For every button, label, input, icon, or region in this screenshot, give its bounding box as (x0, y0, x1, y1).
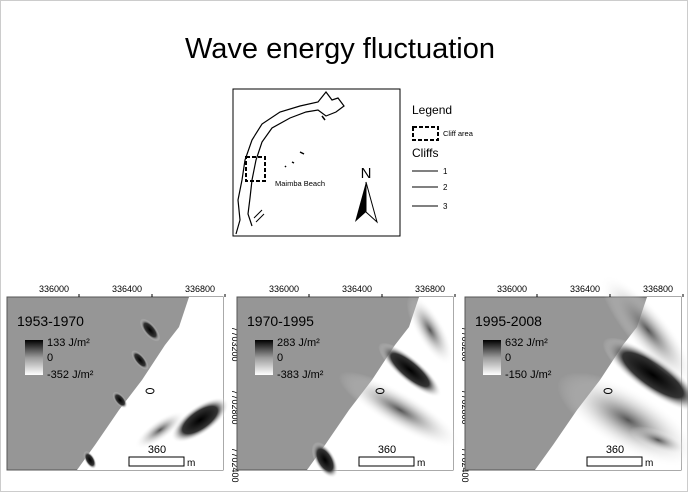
ramp-label: 0 (47, 352, 53, 364)
ramp-label: -150 J/m² (505, 369, 552, 381)
map-panel: 1995-2008 632 J/m² 0 -150 J/m² 360 m 336000 336… (465, 264, 688, 486)
x-tick-label: 336400 (112, 284, 142, 294)
scale-label: 360 (378, 444, 396, 456)
period-label: 1970-1995 (247, 313, 314, 329)
ramp-label: 133 J/m² (47, 337, 90, 349)
x-tick-label: 336400 (570, 284, 600, 294)
scale-unit: m (645, 458, 653, 469)
legend-title: Cliffs (412, 146, 438, 160)
ramp-label: 0 (505, 352, 511, 364)
color-ramp (255, 340, 273, 375)
map-panel: 1953-1970 133 J/m² 0 -352 J/m² 360 m 336000 336… (7, 284, 240, 483)
ramp-label: 283 J/m² (277, 337, 320, 349)
legend-title: Legend (412, 103, 452, 117)
map-panel: 1970-1995 283 J/m² 0 -383 J/m² 360 m 336000 336… (237, 284, 470, 483)
color-ramp (25, 340, 43, 375)
legend-item: Cliff area (443, 129, 474, 138)
scale-unit: m (417, 458, 425, 469)
scale-bar (359, 457, 414, 466)
x-tick-label: 336800 (643, 284, 673, 294)
legend-item: 1 (443, 167, 448, 176)
period-label: 1953-1970 (17, 313, 84, 329)
scale-bar (587, 457, 642, 466)
x-tick-label: 336000 (39, 284, 69, 294)
scale-unit: m (187, 458, 195, 469)
scale-label: 360 (606, 444, 624, 456)
ramp-label: -352 J/m² (47, 369, 94, 381)
legend-item: 2 (443, 183, 448, 192)
x-tick-label: 336800 (185, 284, 215, 294)
ramp-label: 0 (277, 352, 283, 364)
scale-bar (129, 457, 184, 466)
period-label: 1995-2008 (475, 313, 542, 329)
x-tick-label: 336800 (415, 284, 445, 294)
title: Wave energy fluctuation (185, 33, 495, 65)
legend-item: 3 (443, 202, 448, 211)
color-ramp (483, 340, 501, 375)
ramp-label: -383 J/m² (277, 369, 324, 381)
x-tick-label: 336400 (342, 284, 372, 294)
scale-label: 360 (148, 444, 166, 456)
place-label: Maimba Beach (275, 179, 325, 188)
figure: Wave energy fluctuation Maimba Beach N L… (0, 0, 688, 492)
x-tick-label: 336000 (269, 284, 299, 294)
ramp-label: 632 J/m² (505, 337, 548, 349)
x-tick-label: 336000 (497, 284, 527, 294)
inset-map: Maimba Beach N (233, 89, 400, 236)
north-label: N (361, 165, 372, 182)
